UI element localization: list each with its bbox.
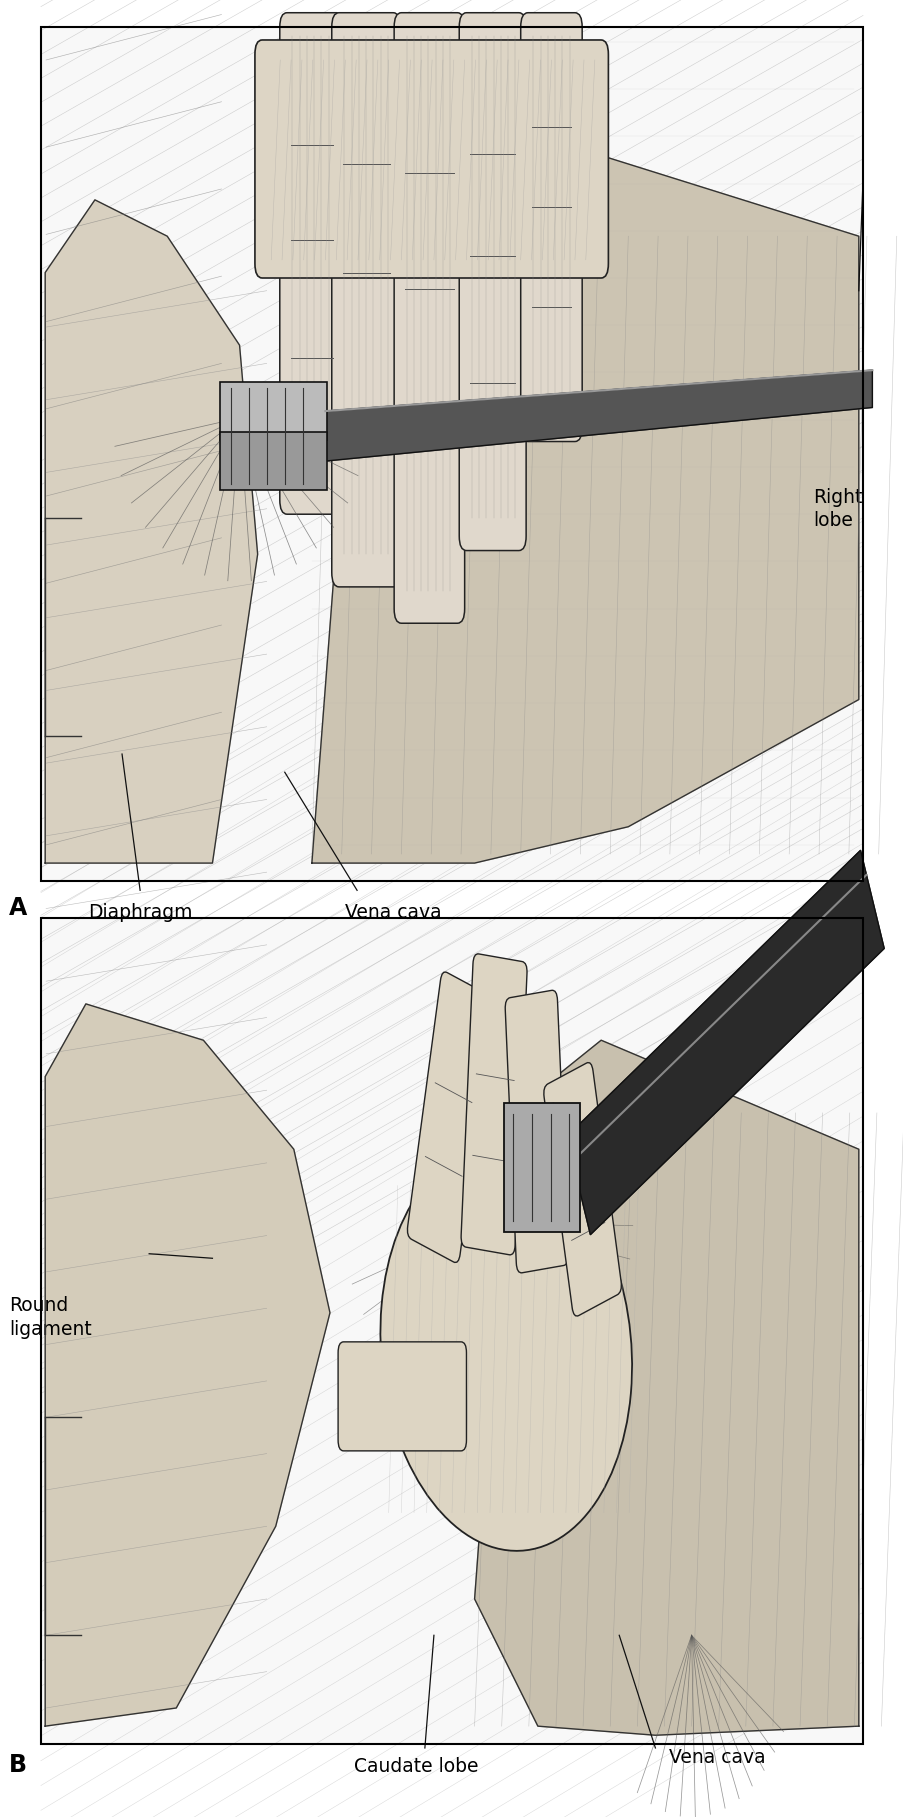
FancyBboxPatch shape <box>505 990 568 1274</box>
Text: B: B <box>9 1753 27 1777</box>
Text: Vena cava: Vena cava <box>345 903 441 921</box>
Polygon shape <box>566 850 883 1234</box>
FancyBboxPatch shape <box>520 13 582 442</box>
Text: Diaphragm: Diaphragm <box>88 903 192 921</box>
FancyBboxPatch shape <box>459 13 526 551</box>
FancyBboxPatch shape <box>461 954 526 1256</box>
FancyBboxPatch shape <box>394 13 464 623</box>
Text: Right
lobe: Right lobe <box>813 487 862 531</box>
FancyBboxPatch shape <box>219 432 327 489</box>
Bar <box>41 27 862 881</box>
Text: Caudate lobe: Caudate lobe <box>353 1757 478 1775</box>
FancyBboxPatch shape <box>338 1341 466 1450</box>
FancyBboxPatch shape <box>407 972 493 1263</box>
Text: A: A <box>9 896 27 919</box>
FancyBboxPatch shape <box>331 13 400 587</box>
Text: Round
ligament: Round ligament <box>9 1296 92 1339</box>
Text: Vena cava: Vena cava <box>668 1748 765 1766</box>
FancyBboxPatch shape <box>504 1103 580 1232</box>
Polygon shape <box>474 1039 858 1735</box>
Bar <box>41 27 862 881</box>
Bar <box>41 918 862 1744</box>
FancyBboxPatch shape <box>279 13 343 514</box>
FancyBboxPatch shape <box>219 383 327 440</box>
Polygon shape <box>312 127 858 863</box>
Bar <box>41 918 862 1744</box>
Polygon shape <box>45 200 257 863</box>
FancyBboxPatch shape <box>255 40 608 278</box>
FancyBboxPatch shape <box>544 1063 620 1316</box>
Ellipse shape <box>380 1147 631 1552</box>
Polygon shape <box>45 1003 330 1726</box>
Polygon shape <box>325 371 871 462</box>
